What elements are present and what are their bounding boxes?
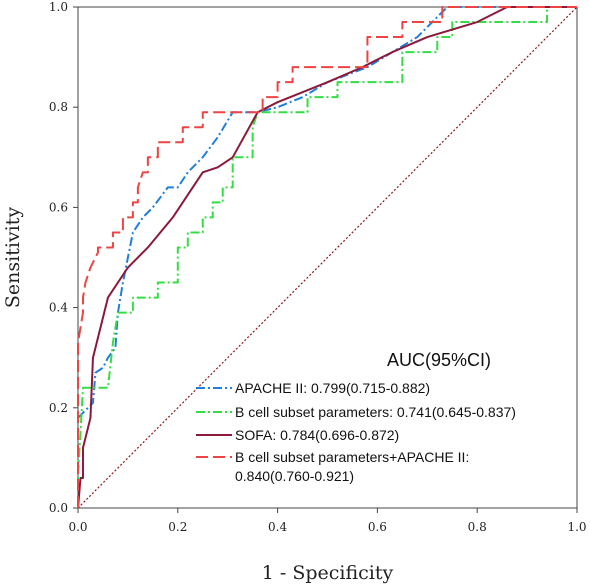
- legend-entry-label: B cell subset parameters: 0.741(0.645-0.…: [235, 404, 516, 420]
- y-tick-label: 0.2: [49, 401, 68, 415]
- y-tick-label: 1.0: [49, 0, 68, 14]
- x-tick-label: 0.8: [468, 520, 487, 534]
- y-axis-ticks: 0.0 0.2 0.4 0.6 0.8 1.0: [49, 0, 78, 515]
- y-tick-label: 0.6: [49, 200, 68, 214]
- series-line-2: [77, 6, 577, 508]
- legend: AUC(95%CI) APACHE II: 0.799(0.715-0.882)…: [196, 350, 516, 484]
- legend-entry-label: 0.840(0.760-0.921): [235, 468, 354, 484]
- y-axis-title: Sensitivity: [2, 207, 24, 308]
- x-tick-label: 0.6: [368, 520, 387, 534]
- x-axis-ticks: 0.0 0.2 0.4 0.6 0.8 1.0: [68, 508, 587, 534]
- series-group: [77, 6, 577, 509]
- x-tick-label: 0.0: [68, 520, 87, 534]
- x-tick-label: 0.4: [268, 520, 287, 534]
- series-line-4: [77, 6, 577, 508]
- y-tick-label: 0.8: [49, 100, 68, 114]
- legend-entry-label: B cell subset parameters+APACHE II:: [235, 449, 469, 465]
- x-tick-label: 0.2: [168, 520, 187, 534]
- legend-entry-label: APACHE II: 0.799(0.715-0.882): [235, 380, 430, 396]
- x-axis-title: 1 - Specificity: [262, 562, 394, 584]
- x-tick-label: 1.0: [567, 520, 586, 534]
- series-line-1: [77, 6, 577, 419]
- y-tick-label: 0.0: [49, 501, 68, 515]
- y-tick-label: 0.4: [49, 301, 68, 315]
- reference-diagonal-line: [77, 6, 578, 509]
- plot-area: 0.0 0.2 0.4 0.6 0.8 1.0 0.0 0.2 0.4 0.6 0.8 1.0: [49, 0, 587, 534]
- legend-title: AUC(95%CI): [387, 350, 491, 370]
- series-line-3: [77, 6, 577, 509]
- legend-entry-label: SOFA: 0.784(0.696-0.872): [235, 427, 399, 443]
